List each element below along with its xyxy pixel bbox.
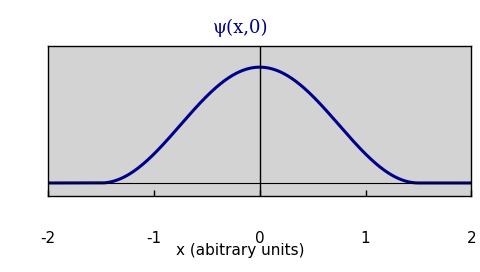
- Text: 0: 0: [254, 231, 264, 246]
- Text: x (abitrary units): x (abitrary units): [176, 243, 304, 258]
- Text: -2: -2: [40, 231, 56, 246]
- Text: -1: -1: [146, 231, 161, 246]
- Text: 1: 1: [360, 231, 370, 246]
- Text: 2: 2: [466, 231, 475, 246]
- Text: ψ(x,0): ψ(x,0): [212, 19, 268, 37]
